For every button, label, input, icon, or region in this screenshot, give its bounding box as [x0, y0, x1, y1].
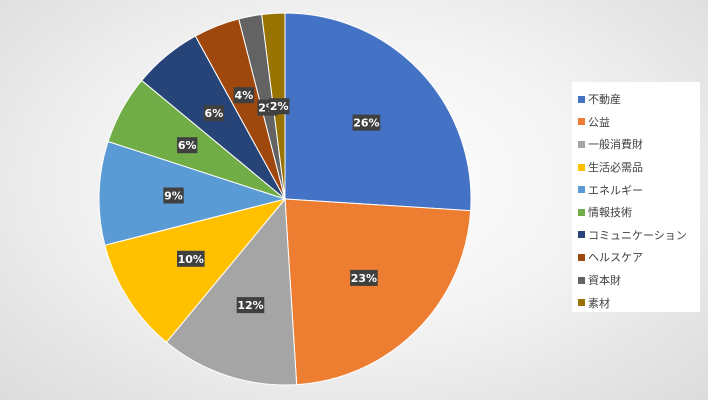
data-label-text: 12% — [237, 299, 263, 312]
legend-item-7: コミュニケーション — [578, 224, 700, 247]
data-label-6: 6% — [177, 137, 198, 154]
data-label-10: 2% — [269, 98, 290, 115]
legend-swatch — [578, 231, 585, 239]
legend-label: コミュニケーション — [588, 228, 687, 242]
legend-label: 一般消費財 — [588, 138, 643, 152]
legend-item-10: 素材 — [578, 291, 700, 314]
legend-swatch — [578, 95, 585, 103]
legend-label: 素材 — [588, 296, 610, 310]
legend-swatch — [578, 208, 585, 216]
pie-slice-3 — [165, 197, 298, 386]
data-label-text: 10% — [178, 253, 204, 266]
data-label-8: 4% — [233, 87, 255, 104]
legend-item-9: 資本財 — [578, 269, 700, 292]
data-label-box — [177, 137, 198, 154]
legend-item-6: 情報技術 — [578, 201, 700, 224]
pie-slice-1 — [284, 12, 472, 212]
legend-item-8: ヘルスケア — [578, 246, 700, 269]
data-label-3: 12% — [236, 297, 265, 314]
data-label-box — [350, 269, 378, 286]
data-label-box — [269, 98, 290, 115]
pie-slice-5 — [98, 140, 287, 246]
data-label-text: 6% — [178, 139, 197, 152]
legend-item-4: 生活必需品 — [578, 156, 700, 179]
data-label-text: 4% — [235, 89, 254, 102]
legend-swatch — [578, 186, 585, 194]
pie-slice-2 — [284, 198, 472, 386]
data-label-text: 26% — [353, 117, 379, 130]
legend-item-2: 公益 — [578, 111, 700, 134]
data-label-text: 23% — [351, 272, 377, 285]
data-label-text: 9% — [164, 190, 183, 203]
legend-item-3: 一般消費財 — [578, 133, 700, 156]
data-label-box — [163, 187, 184, 204]
data-label-2: 23% — [350, 269, 378, 286]
legend-item-1: 不動産 — [578, 88, 700, 111]
data-label-box — [352, 114, 381, 131]
legend-swatch — [578, 140, 585, 148]
data-label-1: 26% — [352, 114, 381, 131]
data-label-box — [177, 250, 205, 267]
legend-swatch — [578, 253, 585, 261]
legend-swatch — [578, 276, 585, 284]
legend-swatch — [578, 118, 585, 126]
legend-label: エネルギー — [588, 183, 643, 197]
legend: 不動産公益一般消費財生活必需品エネルギー情報技術コミュニケーション ヘルスケア資本… — [572, 82, 700, 312]
data-label-text: 6% — [205, 107, 224, 120]
legend-item-5: エネルギー — [578, 178, 700, 201]
data-label-box — [203, 105, 225, 121]
pie-slice-4 — [104, 198, 287, 344]
legend-label: 資本財 — [588, 274, 621, 288]
data-label-4: 10% — [177, 250, 205, 267]
legend-label: 不動産 — [588, 93, 621, 107]
data-label-text: 2% — [270, 100, 289, 113]
legend-swatch — [578, 163, 585, 171]
legend-label: 公益 — [588, 115, 610, 129]
data-label-box — [236, 297, 265, 314]
data-label-5: 9% — [163, 187, 184, 204]
data-label-7: 6% — [203, 105, 225, 121]
data-label-box — [233, 87, 255, 104]
legend-swatch — [578, 299, 585, 307]
legend-label: 情報技術 — [588, 206, 632, 220]
legend-label: ヘルスケア — [588, 251, 643, 265]
legend-label: 生活必需品 — [588, 161, 643, 175]
